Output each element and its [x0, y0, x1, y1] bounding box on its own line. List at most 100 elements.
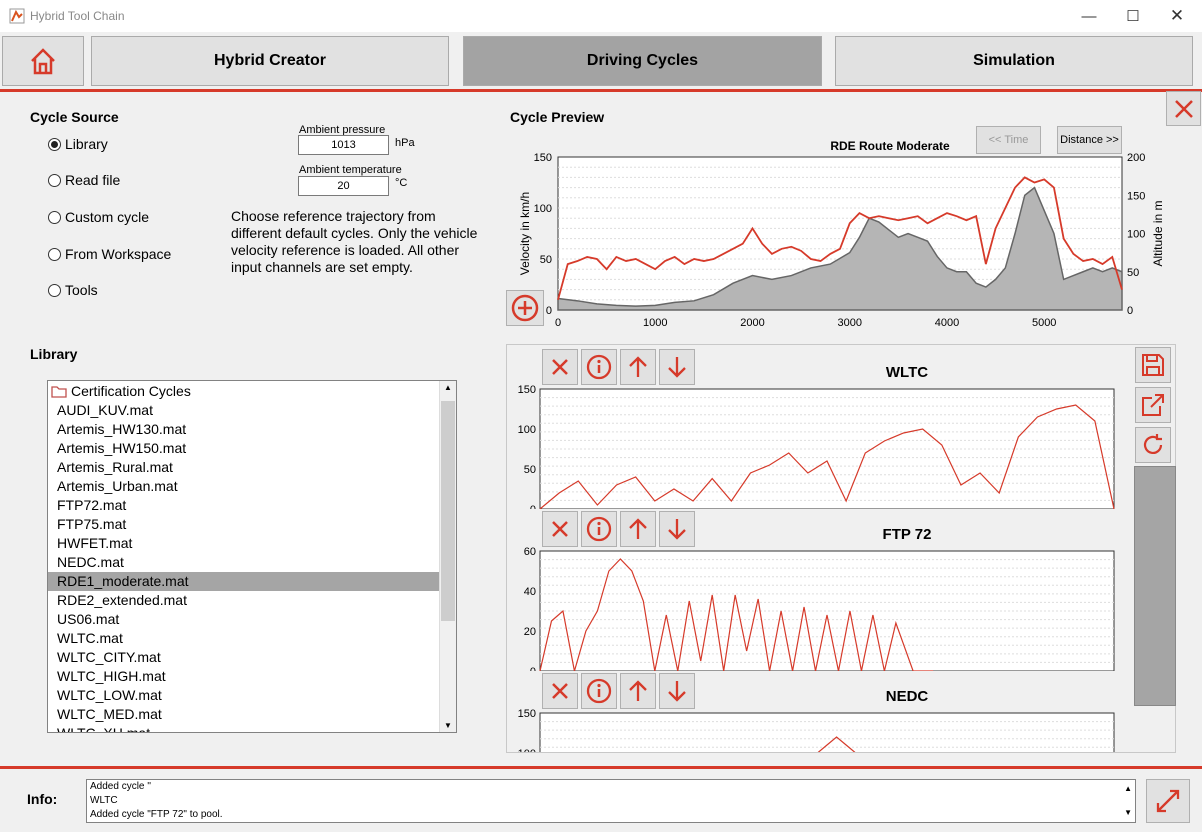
library-item[interactable]: WLTC_XH.mat [57, 725, 151, 733]
down-cycle-button[interactable] [659, 673, 695, 709]
radio-read-file[interactable]: Read file [48, 172, 120, 188]
delete-cycle-button[interactable] [542, 673, 578, 709]
plot-area [539, 712, 1115, 752]
add-cycle-button[interactable] [506, 290, 544, 326]
up-icon [629, 518, 647, 539]
library-item[interactable]: FTP72.mat [57, 497, 127, 513]
up-icon [629, 680, 647, 701]
tab-driving-cycles[interactable]: Driving Cycles [463, 36, 822, 86]
y-axis-label: Velocity in km/h [518, 192, 532, 275]
radio-custom-cycle[interactable]: Custom cycle [48, 209, 149, 225]
plot-area [539, 388, 1115, 509]
tab-hybrid-creator[interactable]: Hybrid Creator [91, 36, 449, 86]
expand-info-button[interactable] [1146, 779, 1190, 823]
info-scroll-down-icon[interactable]: ▼ [1124, 808, 1132, 817]
cycle-pool-panel[interactable]: WLTC 0 50 100 150 FTP 72 0 20 40 60 NEDC 100 150 [506, 344, 1176, 753]
up-cycle-button[interactable] [620, 511, 656, 547]
library-item[interactable]: AUDI_KUV.mat [57, 402, 153, 418]
y-right-tick-label: 0 [1127, 305, 1133, 317]
y-tick-label: 150 [518, 708, 536, 720]
delete-icon [552, 359, 568, 375]
library-item[interactable]: Artemis_Rural.mat [57, 459, 173, 475]
export-icon [1142, 394, 1164, 416]
x-tick-label: 2000 [740, 317, 764, 329]
distance-button[interactable]: Distance >> [1057, 126, 1122, 154]
info-line: Added cycle '' [90, 781, 152, 792]
info-divider [0, 766, 1202, 769]
cycle-title: WLTC [886, 364, 928, 381]
library-list[interactable]: Certification Cycles AUDI_KUV.mat Artemis… [47, 380, 457, 733]
pool-scrollbar[interactable] [1134, 466, 1176, 706]
library-item[interactable]: WLTC.mat [57, 630, 123, 646]
library-item[interactable]: WLTC_CITY.mat [57, 649, 161, 665]
x-tick-label: 3000 [837, 317, 861, 329]
pressure-input[interactable]: 1013 [298, 135, 389, 155]
info-scroll-up-icon[interactable]: ▲ [1124, 784, 1132, 793]
delete-cycle-button[interactable] [542, 349, 578, 385]
down-cycle-button[interactable] [659, 511, 695, 547]
tab-simulation[interactable]: Simulation [835, 36, 1193, 86]
plot-area [539, 550, 1115, 671]
down-cycle-button[interactable] [659, 349, 695, 385]
library-scrollbar[interactable]: ▲ ▼ [439, 381, 456, 732]
library-item[interactable]: Artemis_HW150.mat [57, 440, 187, 456]
delete-cycle-button[interactable] [542, 511, 578, 547]
library-item[interactable]: Artemis_Urban.mat [57, 478, 178, 494]
info-label: Info: [27, 791, 58, 807]
y-tick-label: 150 [534, 152, 552, 164]
y-tick-label: 0 [530, 504, 536, 509]
library-item[interactable]: RDE2_extended.mat [57, 592, 187, 608]
scroll-thumb[interactable] [441, 401, 455, 621]
info-icon [586, 354, 612, 380]
scroll-up-icon[interactable]: ▲ [444, 383, 452, 392]
save-button[interactable] [1135, 347, 1171, 383]
x-tick-label: 0 [555, 317, 561, 329]
down-icon [668, 357, 686, 378]
time-button[interactable]: << Time [976, 126, 1041, 154]
scroll-down-icon[interactable]: ▼ [444, 721, 452, 730]
close-window-button[interactable]: ✕ [1169, 6, 1185, 25]
pressure-unit: hPa [395, 137, 415, 149]
library-item[interactable]: WLTC_MED.mat [57, 706, 162, 722]
maximize-button[interactable]: ☐ [1126, 8, 1140, 25]
library-item[interactable]: Artemis_HW130.mat [57, 421, 187, 437]
library-item[interactable]: FTP75.mat [57, 516, 127, 532]
y-tick-label: 0 [546, 305, 552, 317]
divider [0, 89, 1202, 92]
library-item[interactable]: US06.mat [57, 611, 120, 627]
refresh-icon [1143, 434, 1163, 454]
radio-from-workspace[interactable]: From Workspace [48, 246, 171, 262]
export-button[interactable] [1135, 387, 1171, 423]
delete-icon [552, 683, 568, 699]
library-item[interactable]: WLTC_HIGH.mat [57, 668, 166, 684]
temperature-input[interactable]: 20 [298, 176, 389, 196]
altitude-series [557, 186, 1123, 311]
library-item[interactable]: HWFET.mat [57, 535, 133, 551]
info-line: Added cycle "FTP 72" to pool. [90, 809, 223, 820]
library-item[interactable]: NEDC.mat [57, 554, 124, 570]
info-cycle-button[interactable] [581, 673, 617, 709]
radio-tools[interactable]: Tools [48, 282, 98, 298]
library-item[interactable]: RDE1_moderate.mat [48, 572, 439, 591]
library-item[interactable]: WLTC_LOW.mat [57, 687, 162, 703]
y-tick-label: 60 [524, 546, 536, 558]
expand-icon [1156, 789, 1180, 813]
up-cycle-button[interactable] [620, 673, 656, 709]
refresh-button[interactable] [1135, 427, 1171, 463]
cycle-series [539, 558, 934, 671]
minimize-button[interactable]: — [1081, 7, 1097, 25]
y-right-tick-label: 50 [1127, 267, 1139, 279]
radio-library[interactable]: Library [48, 136, 108, 152]
info-cycle-button[interactable] [581, 349, 617, 385]
home-button[interactable] [2, 36, 84, 86]
folder-icon [51, 386, 67, 398]
folder-item[interactable]: Certification Cycles [51, 382, 191, 401]
y-tick-label: 50 [540, 254, 552, 266]
info-cycle-button[interactable] [581, 511, 617, 547]
info-line: WLTC [90, 795, 118, 806]
close-preview-button[interactable] [1166, 91, 1201, 126]
up-cycle-button[interactable] [620, 349, 656, 385]
y-tick-label: 20 [524, 626, 536, 638]
plus-circle-icon [511, 294, 539, 322]
y-tick-label: 100 [534, 203, 552, 215]
